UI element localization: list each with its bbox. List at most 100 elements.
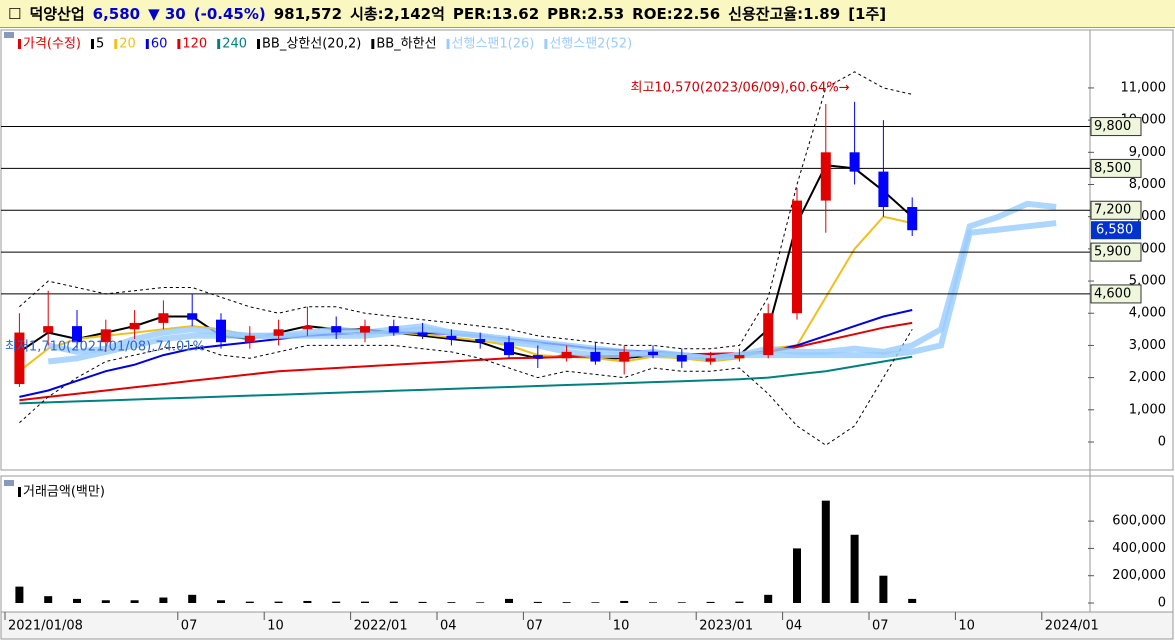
- x-tick-label: 10: [267, 619, 284, 634]
- candle-body: [619, 351, 630, 362]
- change-pct: (-0.45%): [193, 5, 266, 23]
- legend-label: 120: [182, 37, 207, 52]
- y-tick-label: 400,000: [1112, 541, 1166, 556]
- x-tick-label: 2023/01: [699, 619, 753, 634]
- x-tick-label: 04: [786, 619, 803, 634]
- candle-body: [820, 152, 831, 201]
- bar: [879, 575, 888, 603]
- legend-swatch: [217, 39, 221, 49]
- candle-body: [907, 207, 918, 231]
- candle-body: [705, 358, 716, 362]
- bar: [735, 601, 744, 603]
- stock-name: 덕양산업: [29, 5, 85, 23]
- last-price-box: [1091, 221, 1141, 240]
- y-tick-label: 0: [1158, 595, 1166, 610]
- candle-body: [216, 319, 226, 343]
- candle-body: [100, 329, 111, 343]
- bar: [217, 600, 225, 603]
- chart: 01,0002,0003,0004,0005,0006,0007,0008,00…: [0, 29, 1174, 640]
- legend-label: 5: [96, 37, 104, 52]
- price-panel: [0, 29, 1174, 471]
- legend-icon: [4, 32, 14, 38]
- bar: [706, 601, 715, 603]
- candle-body: [417, 332, 428, 336]
- legend-swatch: [544, 39, 548, 49]
- candle-body: [72, 326, 82, 343]
- x-tick-label: 2024/01: [1045, 619, 1099, 634]
- candle-body: [331, 326, 342, 333]
- line-series: [19, 71, 913, 350]
- x-tick-label: 2021/01/08: [8, 619, 83, 634]
- candle-body: [302, 326, 313, 330]
- bar: [303, 600, 312, 603]
- level-box: [1090, 242, 1142, 262]
- candle-body: [792, 200, 802, 314]
- price: 6,580: [92, 5, 141, 23]
- bar: [649, 602, 657, 603]
- candle-body: [734, 355, 745, 359]
- bar: [15, 586, 24, 603]
- bar: [533, 601, 542, 603]
- candle-body: [158, 313, 169, 323]
- bar: [505, 598, 513, 603]
- unit[interactable]: [1주]: [848, 5, 887, 23]
- box: ☐: [8, 5, 22, 23]
- bar: [850, 534, 859, 603]
- x-tick-label: 07: [181, 619, 198, 634]
- candle-body: [273, 329, 284, 336]
- pbr: PBR:2.53: [547, 5, 625, 23]
- level-label: 9,800: [1094, 119, 1131, 134]
- y-tick-label: 600,000: [1112, 514, 1166, 529]
- legend-swatch: [114, 39, 118, 49]
- y-tick-label: 2,000: [1129, 370, 1166, 385]
- legend-label: 거래금액(백만): [23, 485, 105, 500]
- volume: 981,572: [273, 5, 343, 23]
- line-series: [19, 329, 913, 446]
- bar: [159, 597, 168, 603]
- candle-body: [763, 313, 774, 356]
- legend-icon: [4, 480, 14, 486]
- candle-body: [878, 171, 889, 208]
- level-label: 8,500: [1094, 161, 1131, 176]
- legend-swatch: [177, 39, 181, 49]
- bar: [821, 500, 830, 603]
- bar: [44, 596, 53, 603]
- line-series: [19, 355, 913, 405]
- bar: [274, 601, 283, 603]
- bar: [188, 594, 197, 603]
- candle-body: [590, 351, 601, 362]
- bar: [620, 600, 629, 603]
- legend-label: 선행스팬1(26): [452, 36, 535, 52]
- x-tick-label: 04: [440, 619, 457, 634]
- legend-swatch: [18, 487, 21, 497]
- bar: [793, 548, 801, 603]
- candle-body: [532, 355, 543, 359]
- bar: [591, 602, 600, 603]
- legend-label: 240: [222, 37, 247, 52]
- legend-label: BB_하한선: [376, 37, 436, 52]
- per: PER:13.62: [452, 5, 540, 23]
- annotation: 최고10,570(2023/06/09),60.64%→: [631, 80, 850, 95]
- x-tick-label: 07: [526, 619, 543, 634]
- bar: [332, 601, 341, 603]
- legend-swatch: [90, 39, 94, 49]
- y-tick-label: 1,000: [1129, 402, 1166, 417]
- candle-body: [14, 332, 25, 385]
- candle-body: [849, 152, 860, 172]
- bar: [130, 600, 139, 603]
- legend-swatch: [18, 39, 21, 49]
- legend-swatch: [145, 39, 149, 49]
- x-tick-label: 10: [958, 619, 975, 634]
- credit: 신용잔고율:1.89: [728, 5, 841, 23]
- candle-body: [43, 326, 54, 333]
- header: ☐ 덕양산업 6,580 ▼ 30 (-0.45%) 981,572 시총:2,142억 PE…: [0, 0, 1175, 28]
- legend-label: 선행스팬2(52): [549, 36, 632, 52]
- last-price-label: 6,580: [1096, 223, 1133, 238]
- y-tick-label: 8,000: [1129, 177, 1166, 192]
- bar: [361, 601, 369, 603]
- legend-label: BB_상한선(20,2): [262, 37, 361, 52]
- bar: [677, 602, 686, 603]
- x-axis-bar: [0, 611, 1174, 640]
- level-box: [1090, 200, 1142, 220]
- bar: [418, 601, 427, 603]
